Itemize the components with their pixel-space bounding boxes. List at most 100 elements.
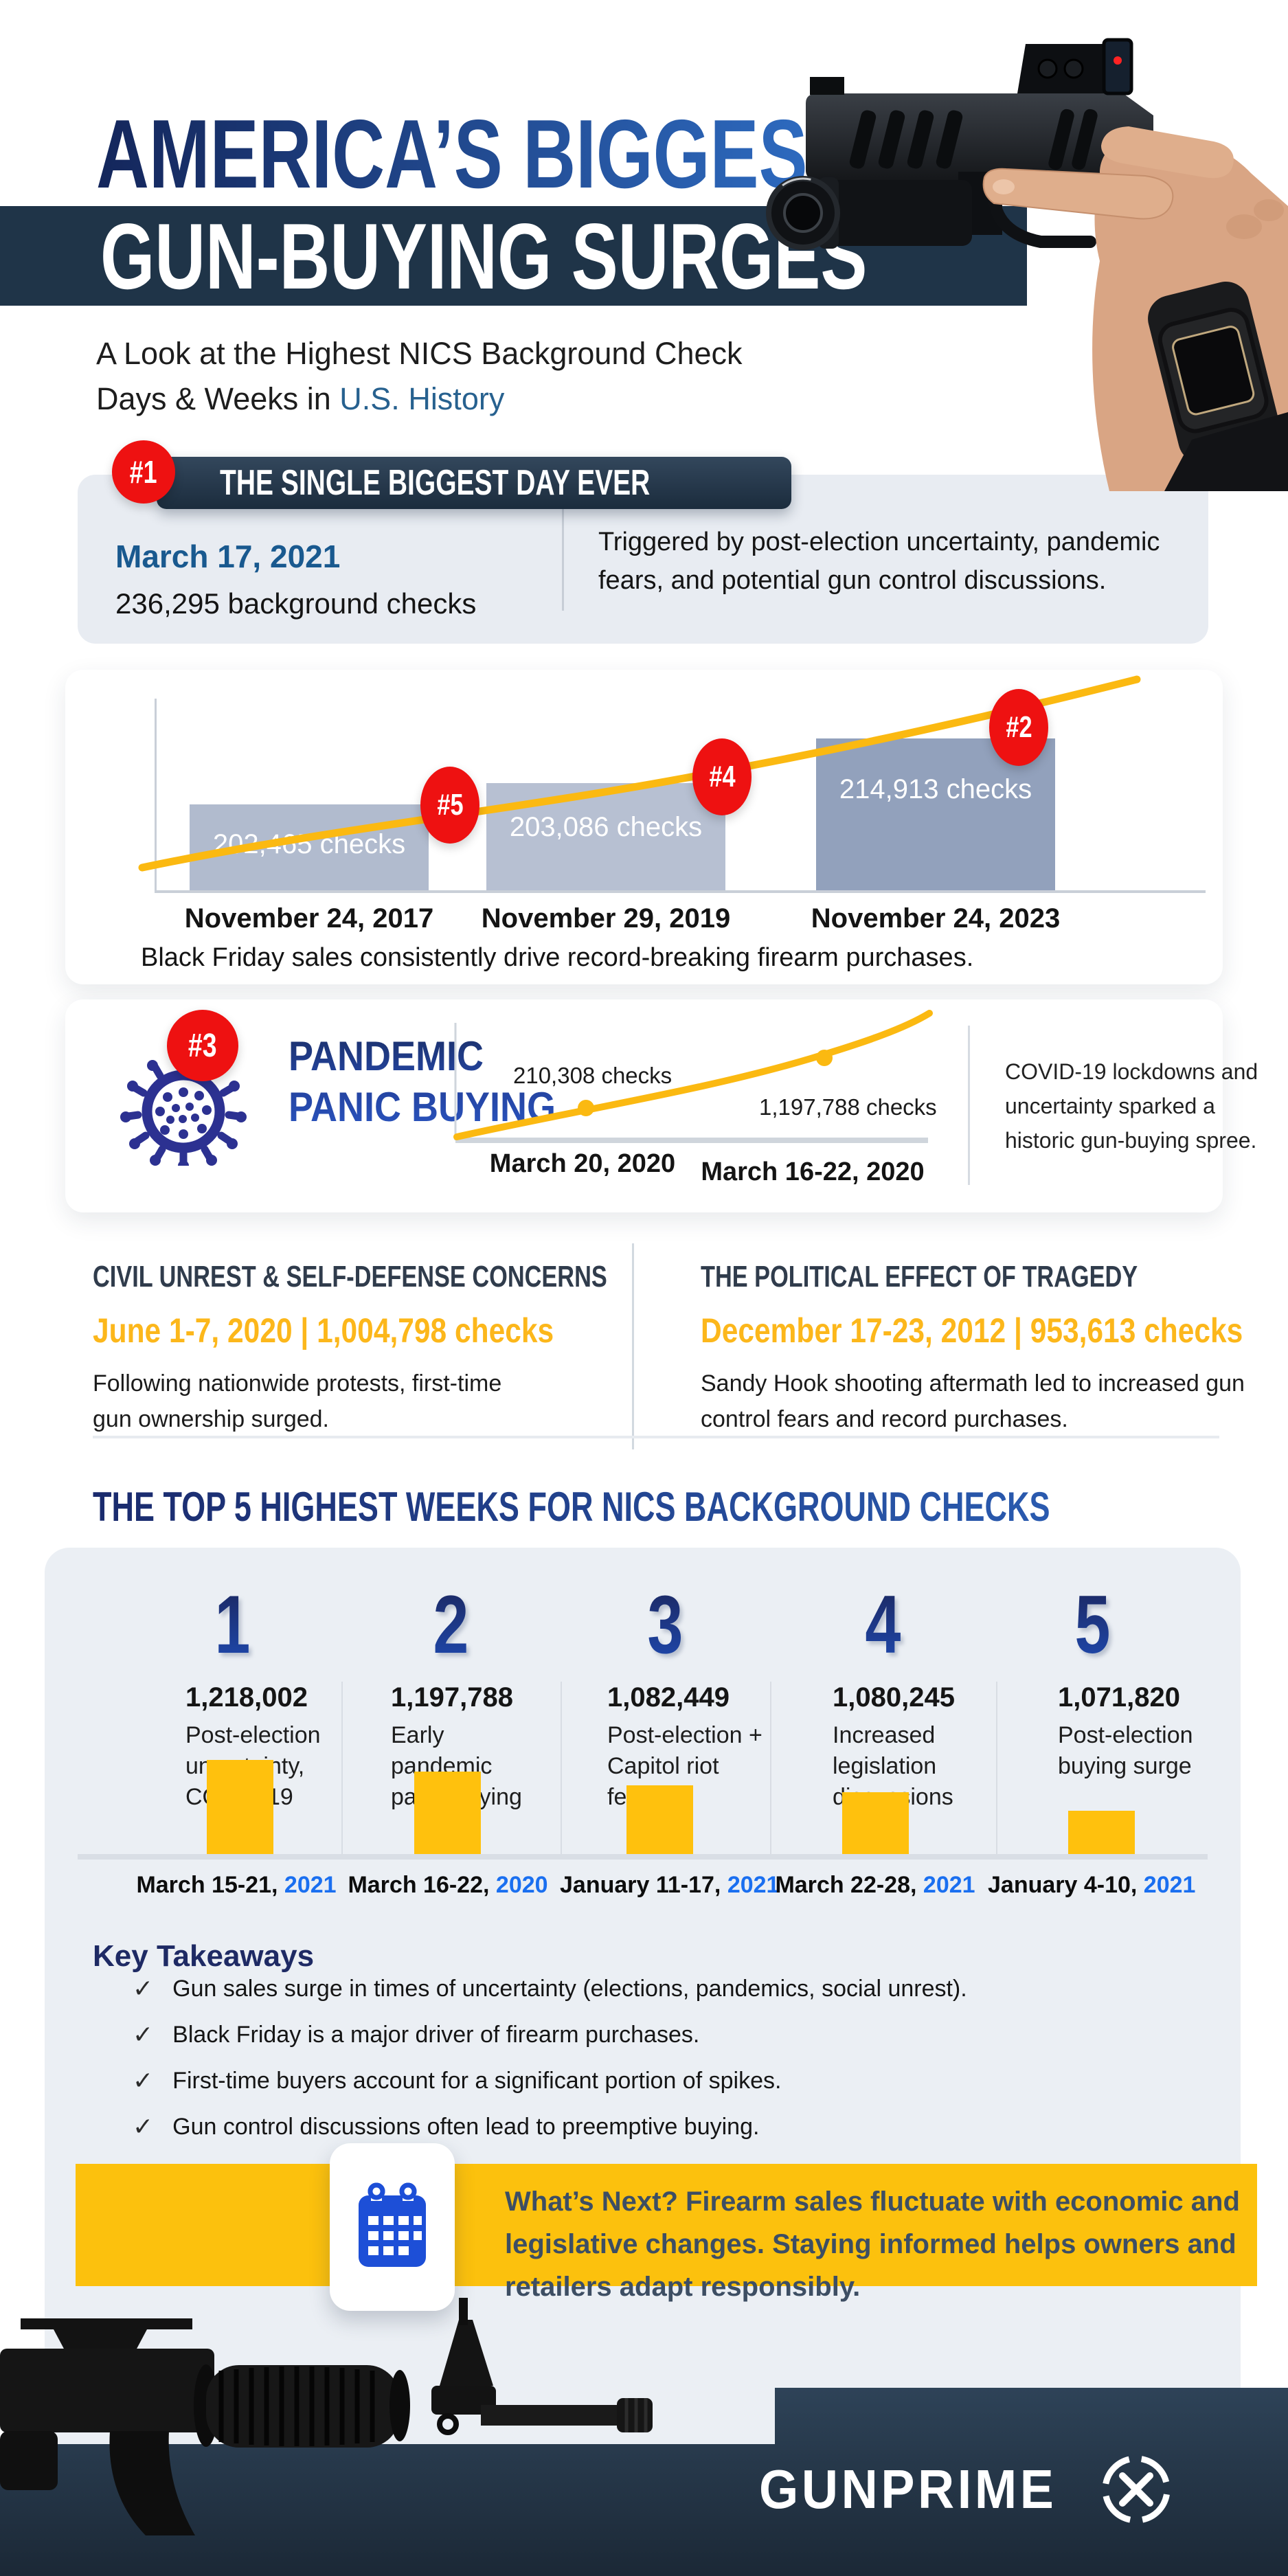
top5-bar-2 <box>414 1772 481 1854</box>
check-icon: ✓ <box>133 2066 154 2094</box>
bf-date-2023: November 24, 2023 <box>811 903 1061 934</box>
top5-title-text: THE TOP 5 HIGHEST WEEKS FOR NICS BACKGRO… <box>93 1478 1050 1536</box>
takeaways-title: Key Takeaways <box>93 1939 315 1973</box>
top5-col-4: 1,080,245 Increased legislation discussi… <box>833 1682 991 1813</box>
check-icon: ✓ <box>133 2020 154 2048</box>
event-civil-unrest-description: Following nationwide protests, first-tim… <box>93 1370 502 1432</box>
pandemic-description: COVID-19 lockdowns and uncertainty spark… <box>1005 1059 1258 1153</box>
event-tragedy: THE POLITICAL EFFECT OF TRAGEDY December… <box>701 1260 1288 1437</box>
top5-title: THE TOP 5 HIGHEST WEEKS FOR NICS BACKGRO… <box>93 1478 1288 1536</box>
divider <box>562 508 564 611</box>
subtitle-line2-prefix: Days & Weeks in <box>96 381 340 416</box>
event-civil-unrest: CIVIL UNREST & SELF-DEFENSE CONCERNS Jun… <box>93 1260 752 1437</box>
front-sight <box>440 2320 493 2386</box>
top5-bar-4 <box>842 1792 909 1854</box>
pistol-rear-sight <box>810 77 844 95</box>
pandemic-title-line1: PANDEMIC <box>289 1031 484 1082</box>
top5-value-2: 1,197,788 <box>391 1682 513 1713</box>
rifle-photo <box>0 2298 653 2535</box>
whats-next-text: What’s Next? Firearm sales fluctuate wit… <box>505 2187 1240 2302</box>
biggest-day-date: March 17, 2021 <box>115 539 341 574</box>
subtitle: A Look at the Highest NICS Background Ch… <box>96 331 743 422</box>
weapon-light <box>818 180 972 246</box>
subtitle-history-link[interactable]: U.S. History <box>339 381 505 416</box>
rank-badge-3-text: #3 <box>188 1027 217 1064</box>
top5-bar-5 <box>1068 1811 1135 1854</box>
divider <box>561 1682 562 1857</box>
brand-logo[interactable]: GUNPRIME <box>759 2451 1175 2528</box>
carry-handle <box>21 2318 192 2350</box>
red-dot <box>1114 56 1122 65</box>
rank-badge-5: #5 <box>420 767 479 844</box>
top5-desc-5: Post-election buying surge <box>1058 1722 1193 1779</box>
barrel <box>481 2405 620 2426</box>
divider <box>341 1682 343 1857</box>
takeaway-item-3: ✓ First-time buyers account for a signif… <box>133 2066 782 2094</box>
thumb <box>1101 126 1234 179</box>
data-point-2 <box>816 1050 833 1066</box>
subtitle-line1: A Look at the Highest NICS Background Ch… <box>96 336 743 371</box>
bf-bar-2019-label: 203,086 checks <box>509 812 703 842</box>
biggest-day-ribbon: THE SINGLE BIGGEST DAY EVER <box>157 457 791 509</box>
top5-date-3: January 11-17, 2021 <box>560 1872 780 1898</box>
top5-date-4: March 22-28, 2021 <box>775 1872 975 1898</box>
event-civil-unrest-highlight: June 1-7, 2020 | 1,004,798 checks <box>93 1311 554 1350</box>
top5-baseline <box>78 1854 1208 1860</box>
event-columns: CIVIL UNREST & SELF-DEFENSE CONCERNS Jun… <box>93 1243 1245 1449</box>
bf-date-2019: November 29, 2019 <box>481 903 731 934</box>
divider <box>632 1243 634 1449</box>
top5-rank-4: 4 <box>841 1577 924 1673</box>
top5-date-5: January 4-10, 2021 <box>988 1872 1196 1898</box>
pandemic-point2-label: 1,197,788 checks <box>759 1094 937 1120</box>
rank-badge-2-text: #2 <box>1005 710 1032 744</box>
bf-caption: Black Friday sales consistently drive re… <box>141 943 974 972</box>
ribbon-text: THE SINGLE BIGGEST DAY EVER <box>220 463 651 503</box>
whats-next-banner: What’s Next? Firearm sales fluctuate wit… <box>76 2164 1257 2302</box>
pistol-photo <box>766 38 1288 491</box>
takeaway-item-4: ✓ Gun control discussions often lead to … <box>133 2112 760 2140</box>
rank-badge-5-text: #5 <box>436 788 464 822</box>
calendar-card <box>330 2143 455 2311</box>
page-title-line2-text: GUN-BUYING SURGES <box>100 204 868 308</box>
top5-col-5: 1,071,820 Post-election buying surge <box>1058 1682 1216 1782</box>
calendar-icon <box>359 2182 426 2267</box>
event-tragedy-heading: THE POLITICAL EFFECT OF TRAGEDY <box>701 1260 1138 1293</box>
biggest-day-value: 236,295 background checks <box>115 587 477 620</box>
rank-badge-4-text: #4 <box>708 760 736 793</box>
page-title-line1-text: AMERICA’S BIGGEST <box>96 100 852 209</box>
takeaway-item-1: ✓ Gun sales surge in times of uncertaint… <box>133 1974 967 2002</box>
pandemic-point2-date: March 16-22, 2020 <box>701 1157 925 1186</box>
trend-line <box>138 675 1141 872</box>
top5-value-4: 1,080,245 <box>833 1682 955 1713</box>
top5-bar-3 <box>626 1785 693 1854</box>
biggest-day-description: Triggered by post-election uncertainty, … <box>598 528 1160 595</box>
brand-logo-text: GUNPRIME <box>759 2459 1057 2520</box>
pandemic-point1-date: March 20, 2020 <box>489 1149 676 1178</box>
watch <box>1148 281 1280 464</box>
top5-bar-1 <box>207 1760 273 1854</box>
top5-rank-2: 2 <box>409 1577 492 1673</box>
pandemic-line-chart <box>453 1010 933 1143</box>
takeaway-item-2: ✓ Black Friday is a major driver of fire… <box>133 2020 700 2048</box>
top5-value-1: 1,218,002 <box>185 1682 308 1713</box>
rank-badge-1-text: #1 <box>130 454 157 490</box>
rank-badge-1: #1 <box>112 440 175 504</box>
event-tragedy-highlight: December 17-23, 2012 | 953,613 checks <box>701 1311 1243 1350</box>
divider <box>968 1026 970 1185</box>
sleeve <box>1164 412 1288 491</box>
divider <box>996 1682 997 1857</box>
x-axis <box>155 890 1206 893</box>
top5-rank-3: 3 <box>624 1577 706 1673</box>
y-axis <box>155 699 157 892</box>
top5-value-3: 1,082,449 <box>607 1682 730 1713</box>
top5-rank-5: 5 <box>1051 1577 1133 1673</box>
trigger-finger <box>982 168 1174 220</box>
check-icon: ✓ <box>133 1974 154 2002</box>
top5-date-2: March 16-22, 2020 <box>348 1872 548 1898</box>
grip <box>0 2431 58 2490</box>
page-title-line1: AMERICA’S BIGGEST <box>96 103 1105 206</box>
bf-date-2017: November 24, 2017 <box>184 903 434 934</box>
magazine <box>109 2431 195 2535</box>
event-tragedy-description: Sandy Hook shooting aftermath led to inc… <box>701 1370 1245 1432</box>
